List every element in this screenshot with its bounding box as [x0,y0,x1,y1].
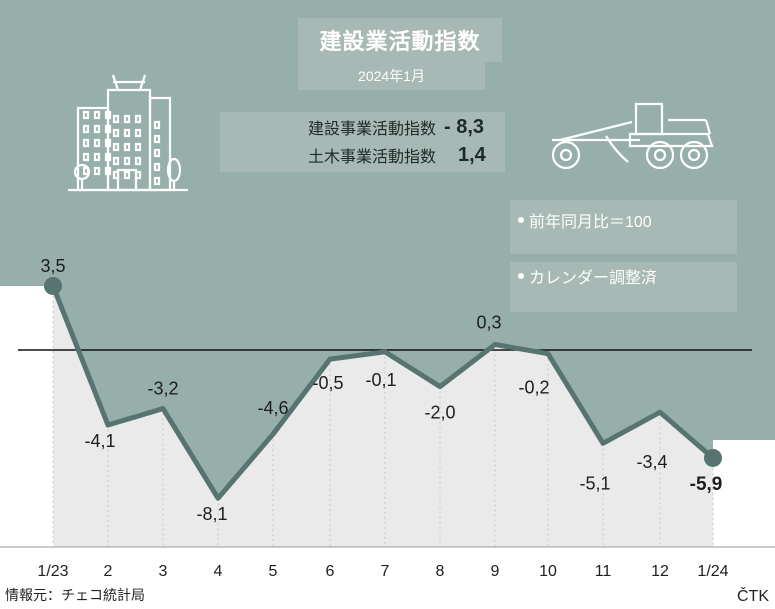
x-tick-label: 10 [539,563,557,580]
bullet-icon [518,217,524,223]
building-icon [68,74,188,192]
upper-band [0,0,775,499]
data-label: -4,6 [257,398,288,418]
data-label: -5,9 [690,474,723,495]
x-tick-label: 6 [326,563,335,580]
note-panel [510,200,737,254]
note-text: カレンダー調整済 [529,270,658,287]
window-shape [134,170,142,180]
data-label: 3,5 [40,256,65,276]
x-tick-label: 8 [436,563,445,580]
x-tick-label: 9 [491,563,500,580]
series-markers [44,276,722,467]
x-tick-labels: 1/23 2 3 4 5 6 7 8 9 10 11 12 1/24 [37,563,728,580]
source-note: 情報元：チェコ統計局 [5,587,145,603]
window-shape [104,152,112,162]
data-label: -3,4 [636,452,667,472]
window-shape [93,124,101,134]
window-shape [104,138,112,148]
window-shape [104,166,112,176]
chart-date: 2024年1月 [298,62,485,90]
window-shape [93,152,101,162]
window-shape [82,152,90,162]
window-shape [112,114,120,124]
data-point [704,448,722,467]
data-label: -0,5 [312,373,343,393]
road-grader-icon [551,102,714,170]
data-point [44,276,62,295]
window-shape [123,114,131,124]
data-labels: 3,5 -4,1 -3,2 -8,1 -4,6 -0,5 -0,1 -2,0 0,3 -0,2 -5… [40,256,722,524]
window-shape [134,114,142,124]
metric-label: 建設事業活動指数 [307,121,436,138]
window-shape [93,166,101,176]
window-shape [153,162,161,172]
x-tick-label: 2 [104,563,113,580]
window-shape [82,166,90,176]
window-shape [153,176,161,186]
window-shape [134,156,142,166]
x-tick-label: 1/24 [697,563,728,580]
window-shape [104,124,112,134]
x-tick-label: 5 [269,563,278,580]
data-label: -2,0 [424,403,455,423]
x-tick-label: 11 [595,563,612,580]
window-shape [112,142,120,152]
window-shape [123,170,131,180]
agency-logo: ČTK [737,588,769,605]
window-shape [93,110,101,120]
data-label: -0,2 [518,378,549,398]
data-label: 0,3 [476,313,501,333]
data-label: -4,1 [84,431,115,451]
metric-value: - 8,3 [444,115,485,138]
window-shape [123,128,131,138]
window-shape [153,134,161,144]
note-item: 前年同月比＝100 [518,208,652,232]
window-shape [123,156,131,166]
window-shape [112,170,120,180]
data-label: -5,1 [579,473,610,493]
note-text: 前年同月比＝100 [529,214,652,231]
chart-title: 建設業活動指数 [298,18,502,62]
metric-panel [220,112,505,172]
vertical-grid-lines [52,285,714,547]
bullet-icon [518,273,524,279]
x-tick-label: 7 [381,563,390,580]
x-tick-label: 1/23 [37,563,68,580]
window-shape [123,142,131,152]
data-label: -0,1 [365,370,396,390]
series-line [50,285,715,501]
x-tick-label: 3 [159,563,168,580]
window-shape [153,120,161,130]
window-shape [82,124,90,134]
window-shape [82,138,90,148]
window-shape [93,138,101,148]
metric-civil: 土木事業活動指数 1,4 [280,142,510,168]
area-fill [53,285,713,547]
x-tick-label: 12 [651,563,669,580]
window-shape [104,110,112,120]
window-shape [112,156,120,166]
note-item: カレンダー調整済 [518,264,657,288]
metric-building: 建設事業活動指数 - 8,3 [280,114,510,140]
note-panel [510,262,737,312]
metric-label: 土木事業活動指数 [307,149,436,166]
x-tick-label: 4 [214,563,223,580]
window-shape [112,128,120,138]
metric-value: 1,4 [458,143,486,166]
data-label: -3,2 [147,379,178,399]
window-shape [153,148,161,158]
window-shape [82,110,90,120]
data-label: -8,1 [196,504,227,524]
window-shape [134,142,142,152]
window-shape [134,128,142,138]
